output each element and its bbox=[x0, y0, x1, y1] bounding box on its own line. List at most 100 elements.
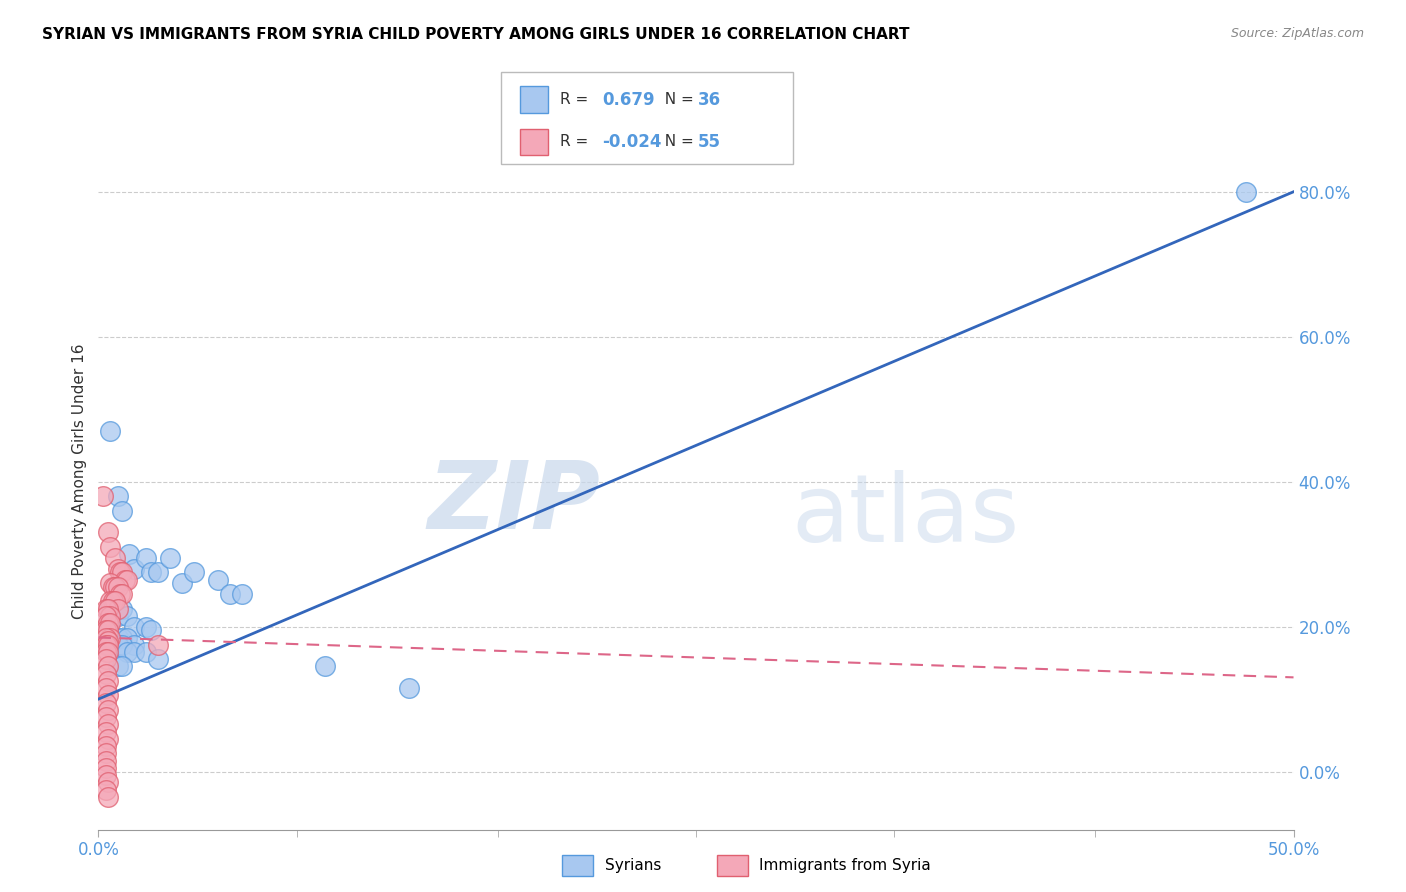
Point bbox=[107, 489, 129, 503]
Point bbox=[104, 580, 127, 594]
Point bbox=[118, 547, 141, 561]
Point bbox=[97, 634, 120, 648]
Point bbox=[107, 631, 129, 645]
Point bbox=[111, 638, 134, 652]
Point bbox=[94, 645, 117, 659]
Point bbox=[97, 525, 120, 540]
Text: -0.024: -0.024 bbox=[602, 133, 661, 151]
Point bbox=[97, 703, 120, 717]
Text: ZIP: ZIP bbox=[427, 457, 600, 549]
Text: Source: ZipAtlas.com: Source: ZipAtlas.com bbox=[1230, 27, 1364, 40]
Point bbox=[231, 587, 253, 601]
Point bbox=[98, 631, 122, 645]
Point bbox=[98, 608, 122, 623]
Text: N =: N = bbox=[655, 135, 699, 150]
Point bbox=[111, 601, 134, 615]
Text: 0.679: 0.679 bbox=[602, 91, 654, 109]
Point bbox=[94, 739, 117, 754]
Point bbox=[135, 619, 157, 633]
Point bbox=[97, 624, 120, 638]
Text: 36: 36 bbox=[697, 91, 720, 109]
Point bbox=[159, 550, 181, 565]
Point bbox=[94, 624, 117, 638]
Point bbox=[94, 710, 117, 724]
Point bbox=[219, 587, 242, 601]
Point bbox=[148, 566, 170, 580]
Point bbox=[97, 673, 120, 688]
Point bbox=[97, 659, 120, 673]
Point bbox=[107, 659, 129, 673]
Point bbox=[104, 550, 127, 565]
Point bbox=[101, 580, 124, 594]
Point bbox=[111, 659, 134, 673]
Point bbox=[111, 503, 134, 517]
Text: Syrians: Syrians bbox=[605, 858, 661, 872]
Point bbox=[94, 638, 117, 652]
Point bbox=[107, 601, 129, 615]
Point bbox=[115, 608, 138, 623]
Point bbox=[94, 747, 117, 761]
Point bbox=[135, 550, 157, 565]
Point bbox=[94, 768, 117, 782]
Point bbox=[107, 562, 129, 576]
Text: SYRIAN VS IMMIGRANTS FROM SYRIA CHILD POVERTY AMONG GIRLS UNDER 16 CORRELATION C: SYRIAN VS IMMIGRANTS FROM SYRIA CHILD PO… bbox=[42, 27, 910, 42]
Point bbox=[111, 566, 134, 580]
Point bbox=[94, 608, 117, 623]
Point bbox=[94, 761, 117, 775]
Point bbox=[207, 573, 229, 587]
Text: R =: R = bbox=[560, 135, 593, 150]
Point bbox=[94, 681, 117, 696]
Point bbox=[183, 566, 205, 580]
Point bbox=[94, 782, 117, 797]
Point bbox=[114, 573, 136, 587]
Point bbox=[115, 631, 138, 645]
Point bbox=[94, 601, 117, 615]
Point bbox=[98, 576, 122, 591]
Point bbox=[104, 594, 127, 608]
Point bbox=[94, 666, 117, 681]
Point bbox=[97, 638, 120, 652]
Text: atlas: atlas bbox=[792, 470, 1019, 563]
Point bbox=[107, 580, 129, 594]
Point bbox=[315, 659, 337, 673]
Point bbox=[135, 645, 157, 659]
Point bbox=[97, 775, 120, 789]
Point bbox=[148, 638, 170, 652]
Point bbox=[124, 619, 146, 633]
Point bbox=[94, 696, 117, 710]
Point bbox=[94, 631, 117, 645]
Point bbox=[97, 717, 120, 731]
Point bbox=[124, 638, 146, 652]
Point bbox=[124, 645, 146, 659]
Point bbox=[107, 608, 129, 623]
Point bbox=[97, 615, 120, 630]
Point bbox=[91, 489, 114, 503]
Text: R =: R = bbox=[560, 92, 593, 107]
Point bbox=[172, 576, 194, 591]
Point bbox=[97, 645, 120, 659]
Text: Immigrants from Syria: Immigrants from Syria bbox=[759, 858, 931, 872]
Point bbox=[139, 624, 162, 638]
Y-axis label: Child Poverty Among Girls Under 16: Child Poverty Among Girls Under 16 bbox=[72, 344, 87, 619]
Point bbox=[101, 594, 124, 608]
Point bbox=[398, 681, 420, 696]
Point bbox=[94, 754, 117, 768]
Point bbox=[111, 631, 134, 645]
Point bbox=[98, 601, 122, 615]
Point bbox=[1234, 185, 1257, 199]
Point bbox=[108, 566, 131, 580]
Text: N =: N = bbox=[655, 92, 699, 107]
Point bbox=[115, 573, 138, 587]
Point bbox=[139, 566, 162, 580]
Point bbox=[97, 689, 120, 703]
Point bbox=[148, 652, 170, 666]
Point bbox=[124, 562, 146, 576]
Point bbox=[111, 587, 134, 601]
Point bbox=[108, 587, 131, 601]
Point bbox=[98, 540, 122, 554]
Point bbox=[97, 789, 120, 804]
Point bbox=[97, 601, 120, 615]
Text: 55: 55 bbox=[697, 133, 720, 151]
Point bbox=[97, 731, 120, 746]
Point bbox=[115, 645, 138, 659]
